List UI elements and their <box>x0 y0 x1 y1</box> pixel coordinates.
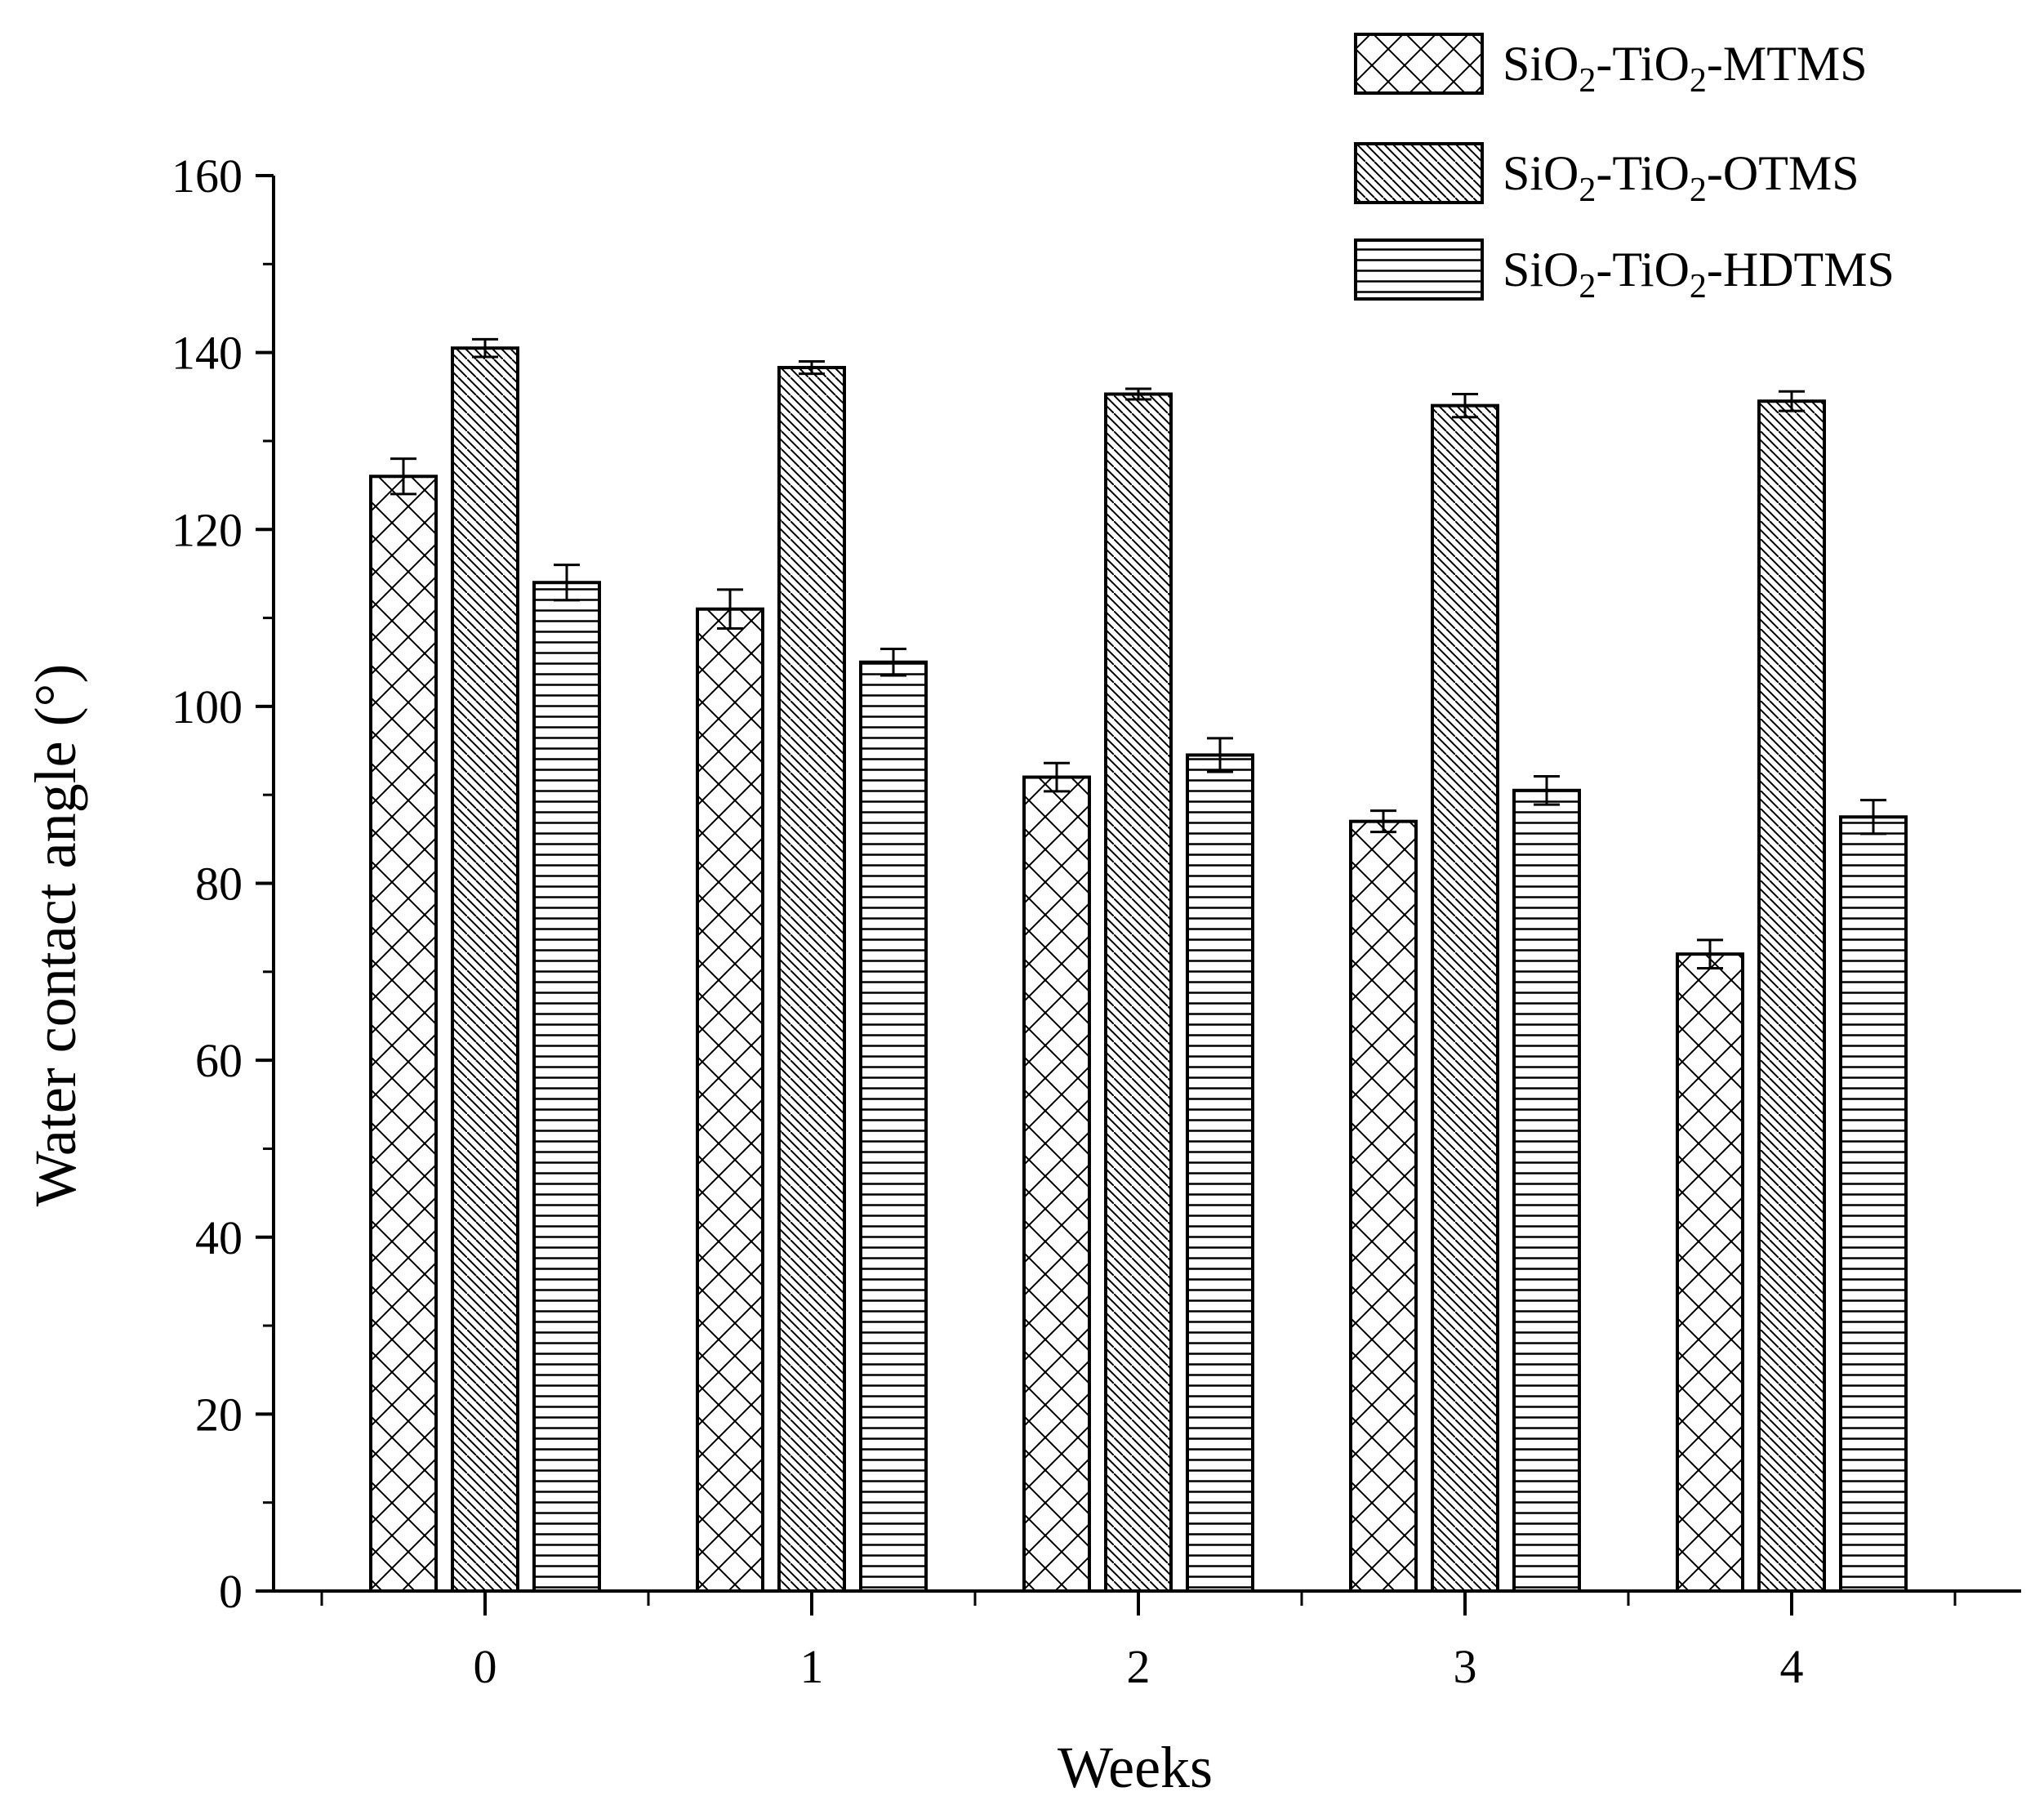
error-bar-crosshatch-week-4 <box>1697 938 1723 969</box>
bar-crosshatch-week-2 <box>1022 775 1091 1593</box>
legend: SiO2-TiO2-MTMS SiO2-TiO2-OTMS SiO2-TiO2-HD… <box>1354 33 1895 305</box>
legend-label-crosshatch: SiO2-TiO2-MTMS <box>1503 37 1868 100</box>
bar-crosshatch-week-1 <box>696 607 764 1593</box>
y-tick-label: 140 <box>171 327 243 380</box>
axes-layer <box>256 174 2021 1616</box>
bar-horizontal-week-2 <box>1186 753 1254 1593</box>
y-tick-label: 60 <box>195 1034 243 1087</box>
bar-crosshatch-week-0 <box>369 475 438 1593</box>
error-bar-diagonal-week-4 <box>1779 390 1805 412</box>
error-bar-crosshatch-week-3 <box>1370 809 1396 834</box>
error-bar-diagonal-week-2 <box>1125 387 1151 401</box>
legend-swatch-diagonal <box>1354 142 1484 204</box>
error-bar-horizontal-week-2 <box>1207 737 1233 773</box>
x-tick-label: 3 <box>1454 1640 1477 1693</box>
bar-horizontal-week-1 <box>859 660 928 1593</box>
legend-label-diagonal: SiO2-TiO2-OTMS <box>1503 146 1859 209</box>
error-bar-diagonal-week-1 <box>799 359 825 376</box>
y-axis-title: Water contact angle (°) <box>23 664 88 1207</box>
legend-swatch-horizontal <box>1354 238 1484 301</box>
bar-diagonal-week-0 <box>451 346 519 1593</box>
bar-crosshatch-week-4 <box>1676 952 1744 1593</box>
error-bar-horizontal-week-0 <box>554 564 580 602</box>
bar-diagonal-week-2 <box>1104 392 1173 1593</box>
bar-diagonal-week-4 <box>1757 399 1826 1593</box>
y-tick-label: 120 <box>171 503 243 556</box>
y-tick-label: 160 <box>171 149 243 203</box>
x-tick-label: 0 <box>474 1640 497 1693</box>
error-bar-horizontal-week-1 <box>880 647 906 677</box>
y-tick-label: 80 <box>195 858 243 911</box>
legend-item-crosshatch: SiO2-TiO2-MTMS <box>1354 33 1868 100</box>
error-bar-horizontal-week-4 <box>1860 799 1886 836</box>
y-tick-label: 20 <box>195 1388 243 1441</box>
legend-item-horizontal: SiO2-TiO2-HDTMS <box>1354 238 1895 305</box>
y-tick-label: 0 <box>219 1565 243 1618</box>
bars-layer <box>369 337 1908 1593</box>
x-axis-title: Weeks <box>1058 1735 1213 1800</box>
bar-horizontal-week-0 <box>532 581 601 1593</box>
error-bar-diagonal-week-3 <box>1452 393 1478 419</box>
bar-horizontal-week-3 <box>1512 788 1581 1593</box>
labels-layer: 0 20 40 60 80 100 120 140 160 0 1 2 3 4 Weeks Water con… <box>23 149 1804 1800</box>
legend-label-horizontal: SiO2-TiO2-HDTMS <box>1503 243 1895 305</box>
y-tick-label: 100 <box>171 680 243 733</box>
y-tick-label: 40 <box>195 1211 243 1264</box>
bar-diagonal-week-1 <box>777 366 846 1593</box>
error-bar-crosshatch-week-0 <box>390 457 416 496</box>
x-tick-label: 1 <box>800 1640 824 1693</box>
x-tick-label: 4 <box>1780 1640 1804 1693</box>
legend-swatch-crosshatch <box>1354 33 1484 95</box>
x-tick-label: 2 <box>1127 1640 1151 1693</box>
error-bar-horizontal-week-3 <box>1534 774 1560 806</box>
error-bar-crosshatch-week-2 <box>1044 761 1070 793</box>
error-bar-diagonal-week-0 <box>472 337 498 359</box>
error-bar-crosshatch-week-1 <box>717 588 743 631</box>
bar-diagonal-week-3 <box>1431 403 1499 1593</box>
bar-horizontal-week-4 <box>1839 815 1908 1593</box>
bar-crosshatch-week-3 <box>1349 819 1418 1593</box>
legend-item-diagonal: SiO2-TiO2-OTMS <box>1354 142 1859 209</box>
